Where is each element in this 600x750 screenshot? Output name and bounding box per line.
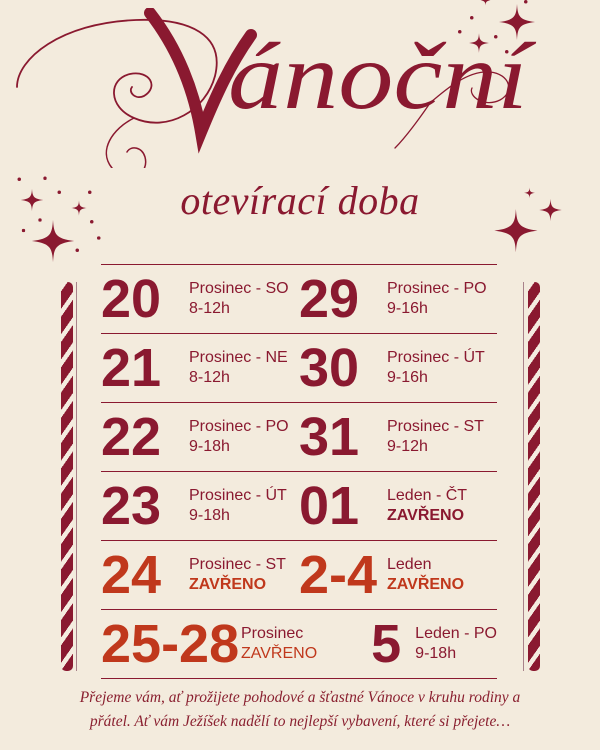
svg-text:ánoční: ánoční <box>228 23 537 129</box>
